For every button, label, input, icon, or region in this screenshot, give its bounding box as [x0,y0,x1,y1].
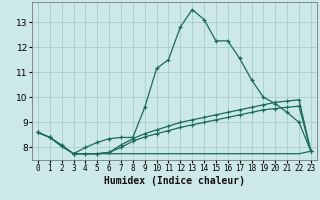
X-axis label: Humidex (Indice chaleur): Humidex (Indice chaleur) [104,176,245,186]
